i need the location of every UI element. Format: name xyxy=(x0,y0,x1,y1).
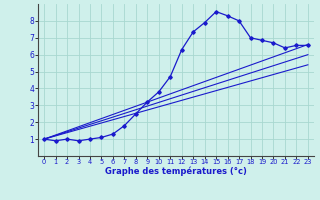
X-axis label: Graphe des températures (°c): Graphe des températures (°c) xyxy=(105,167,247,176)
